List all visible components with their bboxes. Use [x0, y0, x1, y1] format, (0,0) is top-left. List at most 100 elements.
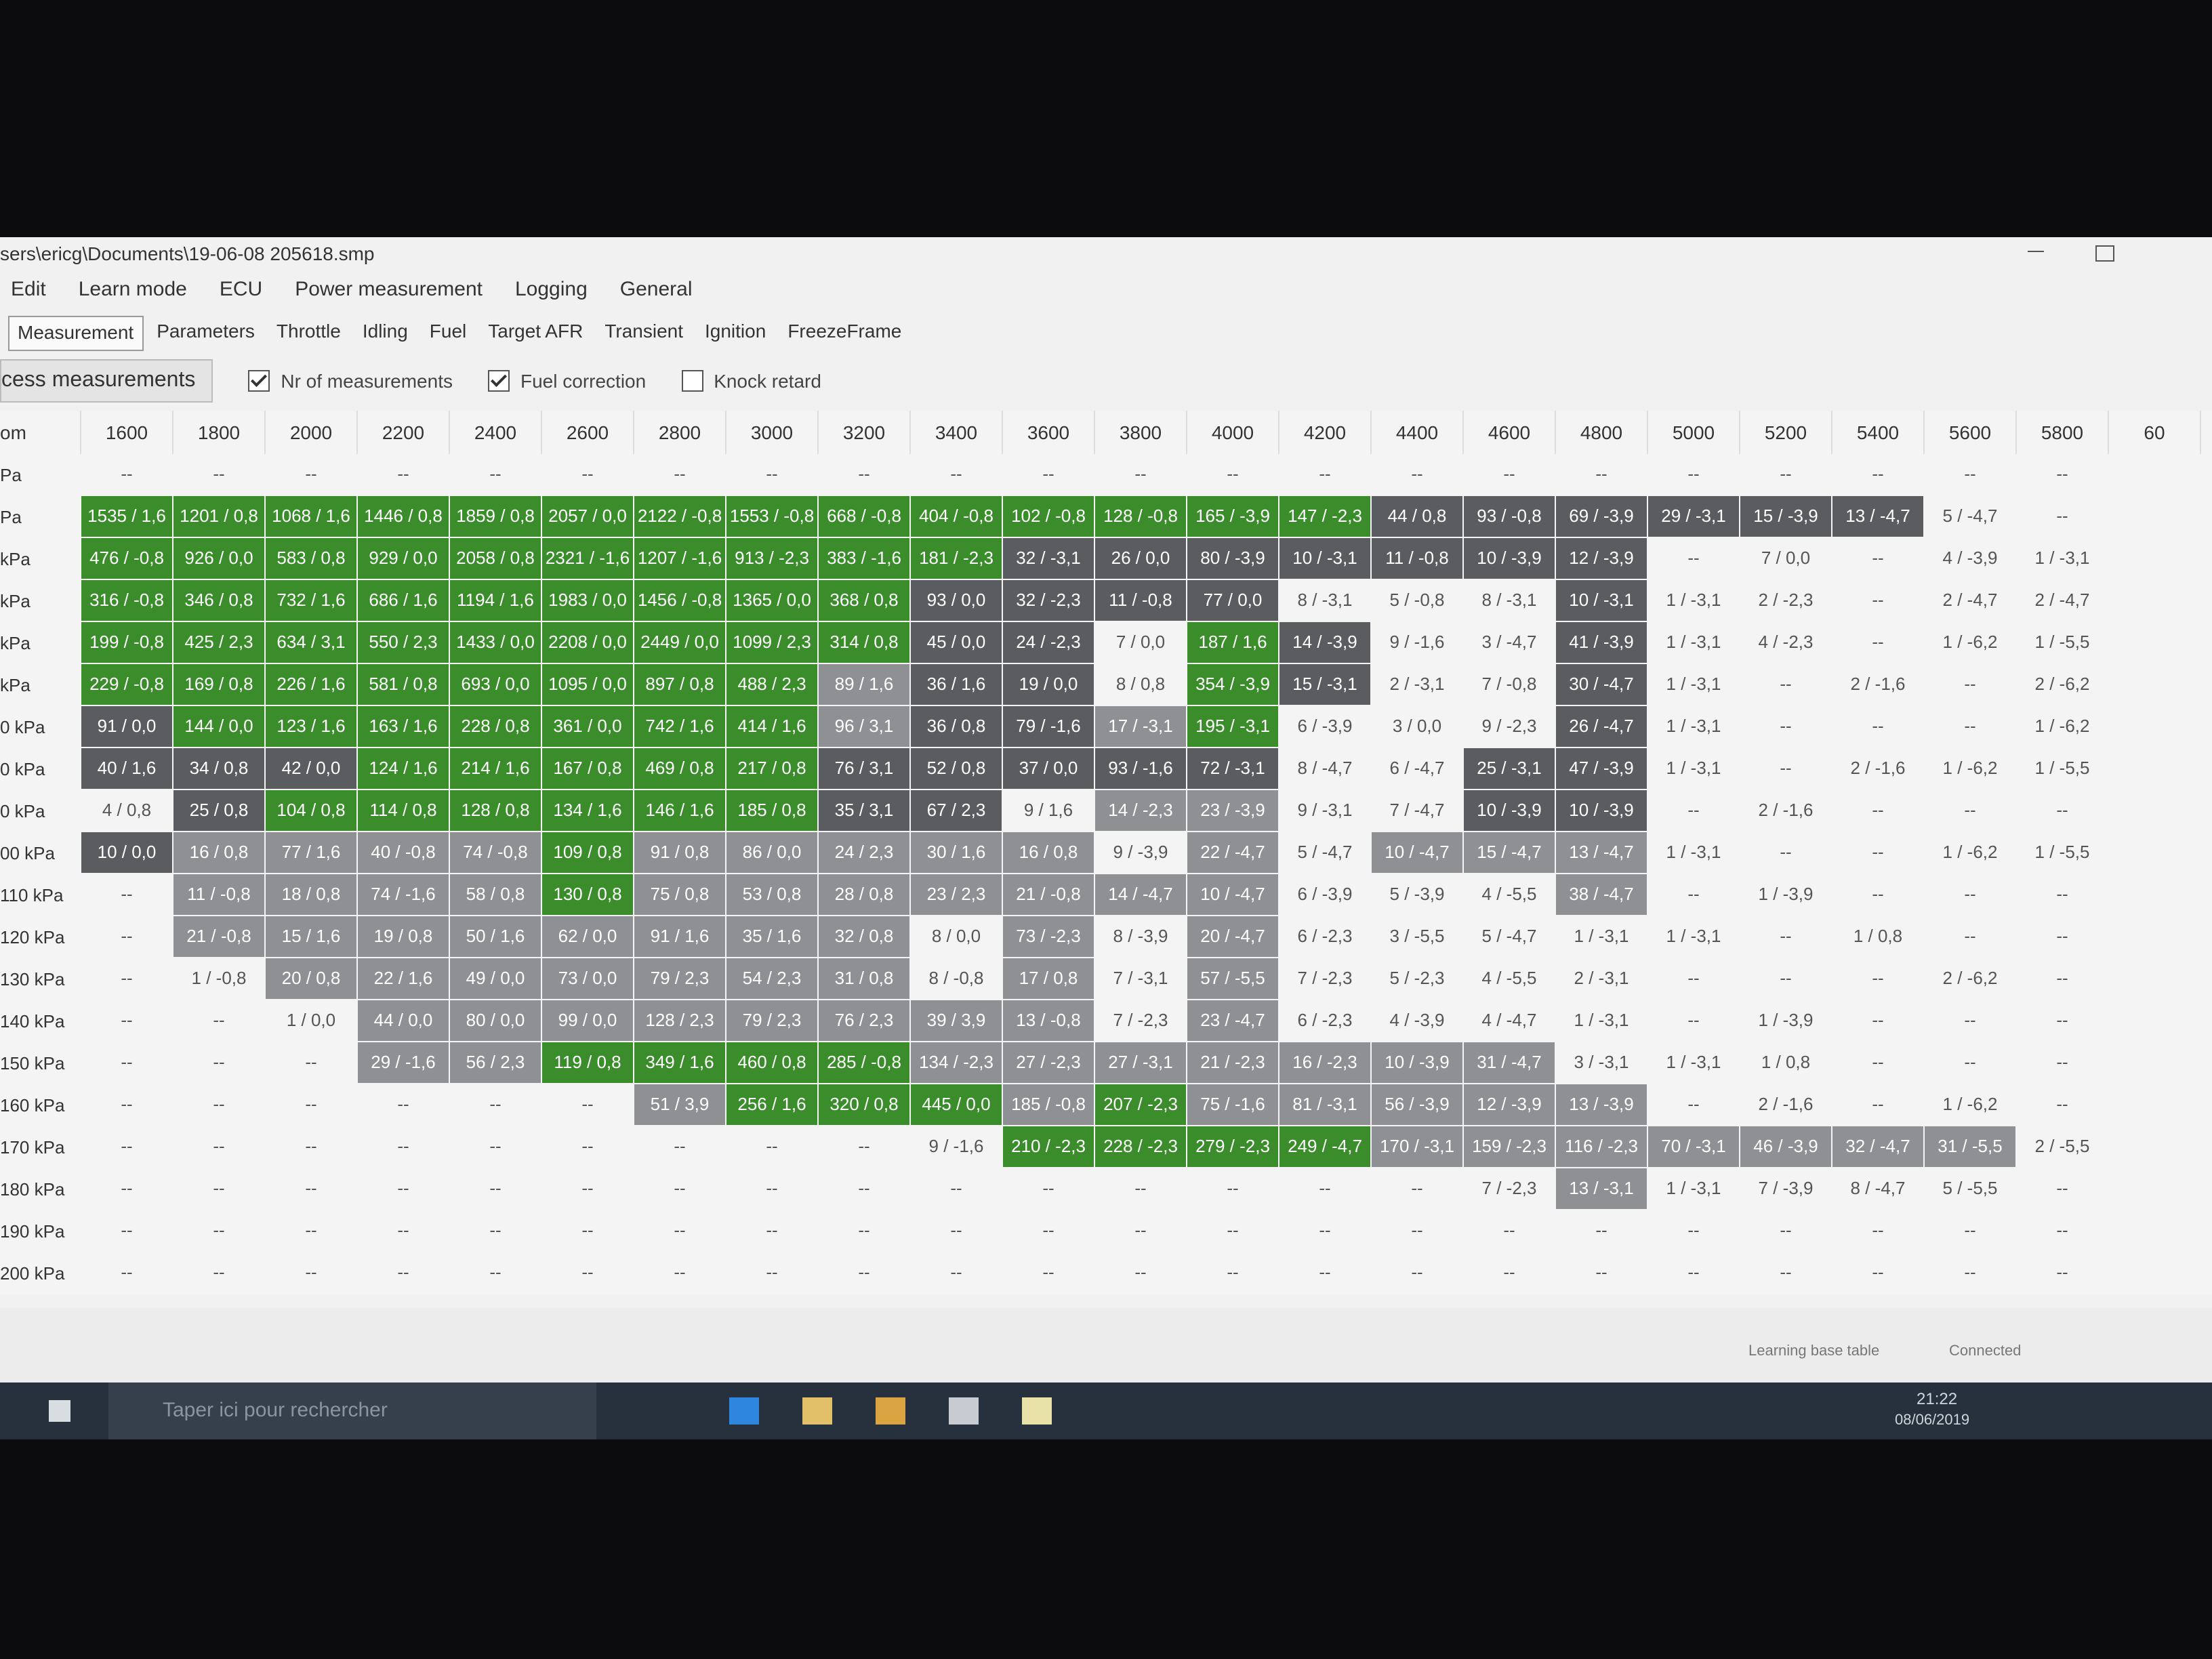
- cell: 229 / -0,8: [81, 664, 172, 705]
- checkbox[interactable]: Nr of measurements: [248, 370, 453, 392]
- cell: 81 / -3,1: [1279, 1084, 1370, 1125]
- cell: 26 / -4,7: [1556, 706, 1647, 747]
- cell: 1 / -3,1: [1666, 1052, 1721, 1072]
- minimize-button[interactable]: [2028, 251, 2044, 266]
- cell: 12 / -3,9: [1464, 1084, 1555, 1125]
- cell: 15 / -3,1: [1279, 664, 1370, 705]
- cell: 469 / 0,8: [634, 748, 725, 789]
- cell: 8 / -0,8: [928, 968, 984, 988]
- tab[interactable]: FreezeFrame: [787, 320, 902, 342]
- cell: 693 / 0,0: [450, 664, 541, 705]
- clock-date: 08/06/2019: [1895, 1412, 1970, 1429]
- cell: --: [121, 1052, 133, 1072]
- cell: 109 / 0,8: [542, 832, 633, 873]
- menu-item[interactable]: Edit: [11, 278, 46, 301]
- cell: 1 / -6,2: [1942, 632, 1998, 652]
- cell: 93 / 0,0: [911, 580, 1002, 621]
- cell: --: [581, 1220, 594, 1240]
- cell: --: [397, 1136, 409, 1156]
- app-icon[interactable]: [802, 1397, 832, 1425]
- cell: 5 / -2,3: [1389, 968, 1445, 988]
- cell: 17 / 0,8: [1003, 958, 1094, 999]
- checkbox-box[interactable]: [488, 370, 510, 392]
- cell: 10 / -3,1: [1279, 538, 1370, 579]
- cell: 581 / 0,8: [358, 664, 449, 705]
- cell: 52 / 0,8: [911, 748, 1002, 789]
- app-icon[interactable]: [876, 1397, 905, 1425]
- tab[interactable]: Idling: [362, 320, 408, 342]
- cell: 1 / -3,9: [1758, 1010, 1814, 1030]
- cell: 21 / -2,3: [1187, 1042, 1278, 1083]
- cell: 6 / -3,9: [1297, 716, 1353, 736]
- cell: 5 / -4,7: [1481, 926, 1537, 946]
- app-icon[interactable]: [1022, 1397, 1052, 1425]
- cell: 124 / 1,6: [358, 748, 449, 789]
- cell: 76 / 3,1: [819, 748, 909, 789]
- cell: 22 / -4,7: [1187, 832, 1278, 873]
- cell: 49 / 0,0: [450, 958, 541, 999]
- cell: 23 / 2,3: [911, 874, 1002, 915]
- app-icon[interactable]: [729, 1397, 759, 1425]
- column-header: 3400: [911, 411, 1003, 454]
- cell: --: [121, 1136, 133, 1156]
- cell: 5 / -4,7: [1942, 506, 1998, 526]
- menu-item[interactable]: ECU: [219, 278, 263, 301]
- cell: 32 / 0,8: [819, 916, 909, 957]
- cell: 2058 / 0,8: [450, 538, 541, 579]
- cell: --: [1687, 800, 1700, 820]
- process-button[interactable]: cess measurements: [0, 359, 213, 403]
- cell: --: [1134, 1220, 1147, 1240]
- cell: 165 / -3,9: [1187, 496, 1278, 537]
- checkbox[interactable]: Fuel correction: [488, 370, 646, 392]
- cell: 13 / -0,8: [1003, 1000, 1094, 1041]
- cell: 2 / -4,7: [1942, 590, 1998, 610]
- cell: 314 / 0,8: [819, 622, 909, 663]
- cell: --: [489, 464, 501, 484]
- cell: 93 / -0,8: [1464, 496, 1555, 537]
- checkbox-box[interactable]: [681, 370, 703, 392]
- cell: 7 / -3,1: [1113, 968, 1168, 988]
- cell: --: [1872, 1010, 1884, 1030]
- tab[interactable]: Measurement: [8, 316, 144, 351]
- menu-item[interactable]: Power measurement: [295, 278, 483, 301]
- cell: --: [1503, 1262, 1515, 1282]
- tab[interactable]: Parameters: [157, 320, 255, 342]
- cell: 73 / -2,3: [1003, 916, 1094, 957]
- column-header: 4800: [1556, 411, 1648, 454]
- menu-item[interactable]: Learn mode: [78, 278, 187, 301]
- app-icon[interactable]: [949, 1397, 979, 1425]
- tab[interactable]: Target AFR: [488, 320, 583, 342]
- column-header: 2600: [542, 411, 634, 454]
- cell: 1095 / 0,0: [542, 664, 633, 705]
- start-button[interactable]: [49, 1400, 70, 1422]
- cell: 7 / -2,3: [1113, 1010, 1168, 1030]
- cell: --: [2056, 1220, 2068, 1240]
- cell: --: [766, 1220, 778, 1240]
- cell: --: [1780, 842, 1792, 862]
- menu-item[interactable]: Logging: [515, 278, 588, 301]
- tab[interactable]: Ignition: [705, 320, 766, 342]
- cell: --: [121, 926, 133, 946]
- cell: 7 / 0,0: [1761, 548, 1811, 568]
- cell: 1 / -3,1: [1666, 716, 1721, 736]
- tab[interactable]: Throttle: [276, 320, 341, 342]
- tab[interactable]: Transient: [605, 320, 683, 342]
- cell: --: [581, 1178, 594, 1198]
- search-box[interactable]: Taper ici pour rechercher: [108, 1382, 596, 1439]
- maximize-button[interactable]: [2095, 245, 2114, 262]
- checkbox-box[interactable]: [248, 370, 270, 392]
- cell: 102 / -0,8: [1003, 496, 1094, 537]
- cell: --: [1964, 1010, 1976, 1030]
- column-header: 2800: [634, 411, 726, 454]
- checkbox[interactable]: Knock retard: [681, 370, 821, 392]
- menu-item[interactable]: General: [619, 278, 693, 301]
- cell: --: [121, 968, 133, 988]
- cell: --: [305, 464, 317, 484]
- tab[interactable]: Fuel: [429, 320, 467, 342]
- cell: 74 / -0,8: [450, 832, 541, 873]
- cell: 1201 / 0,8: [173, 496, 264, 537]
- cell: 104 / 0,8: [266, 790, 356, 831]
- cell: 130 / 0,8: [542, 874, 633, 915]
- cell: 74 / -1,6: [358, 874, 449, 915]
- cell: 56 / 2,3: [450, 1042, 541, 1083]
